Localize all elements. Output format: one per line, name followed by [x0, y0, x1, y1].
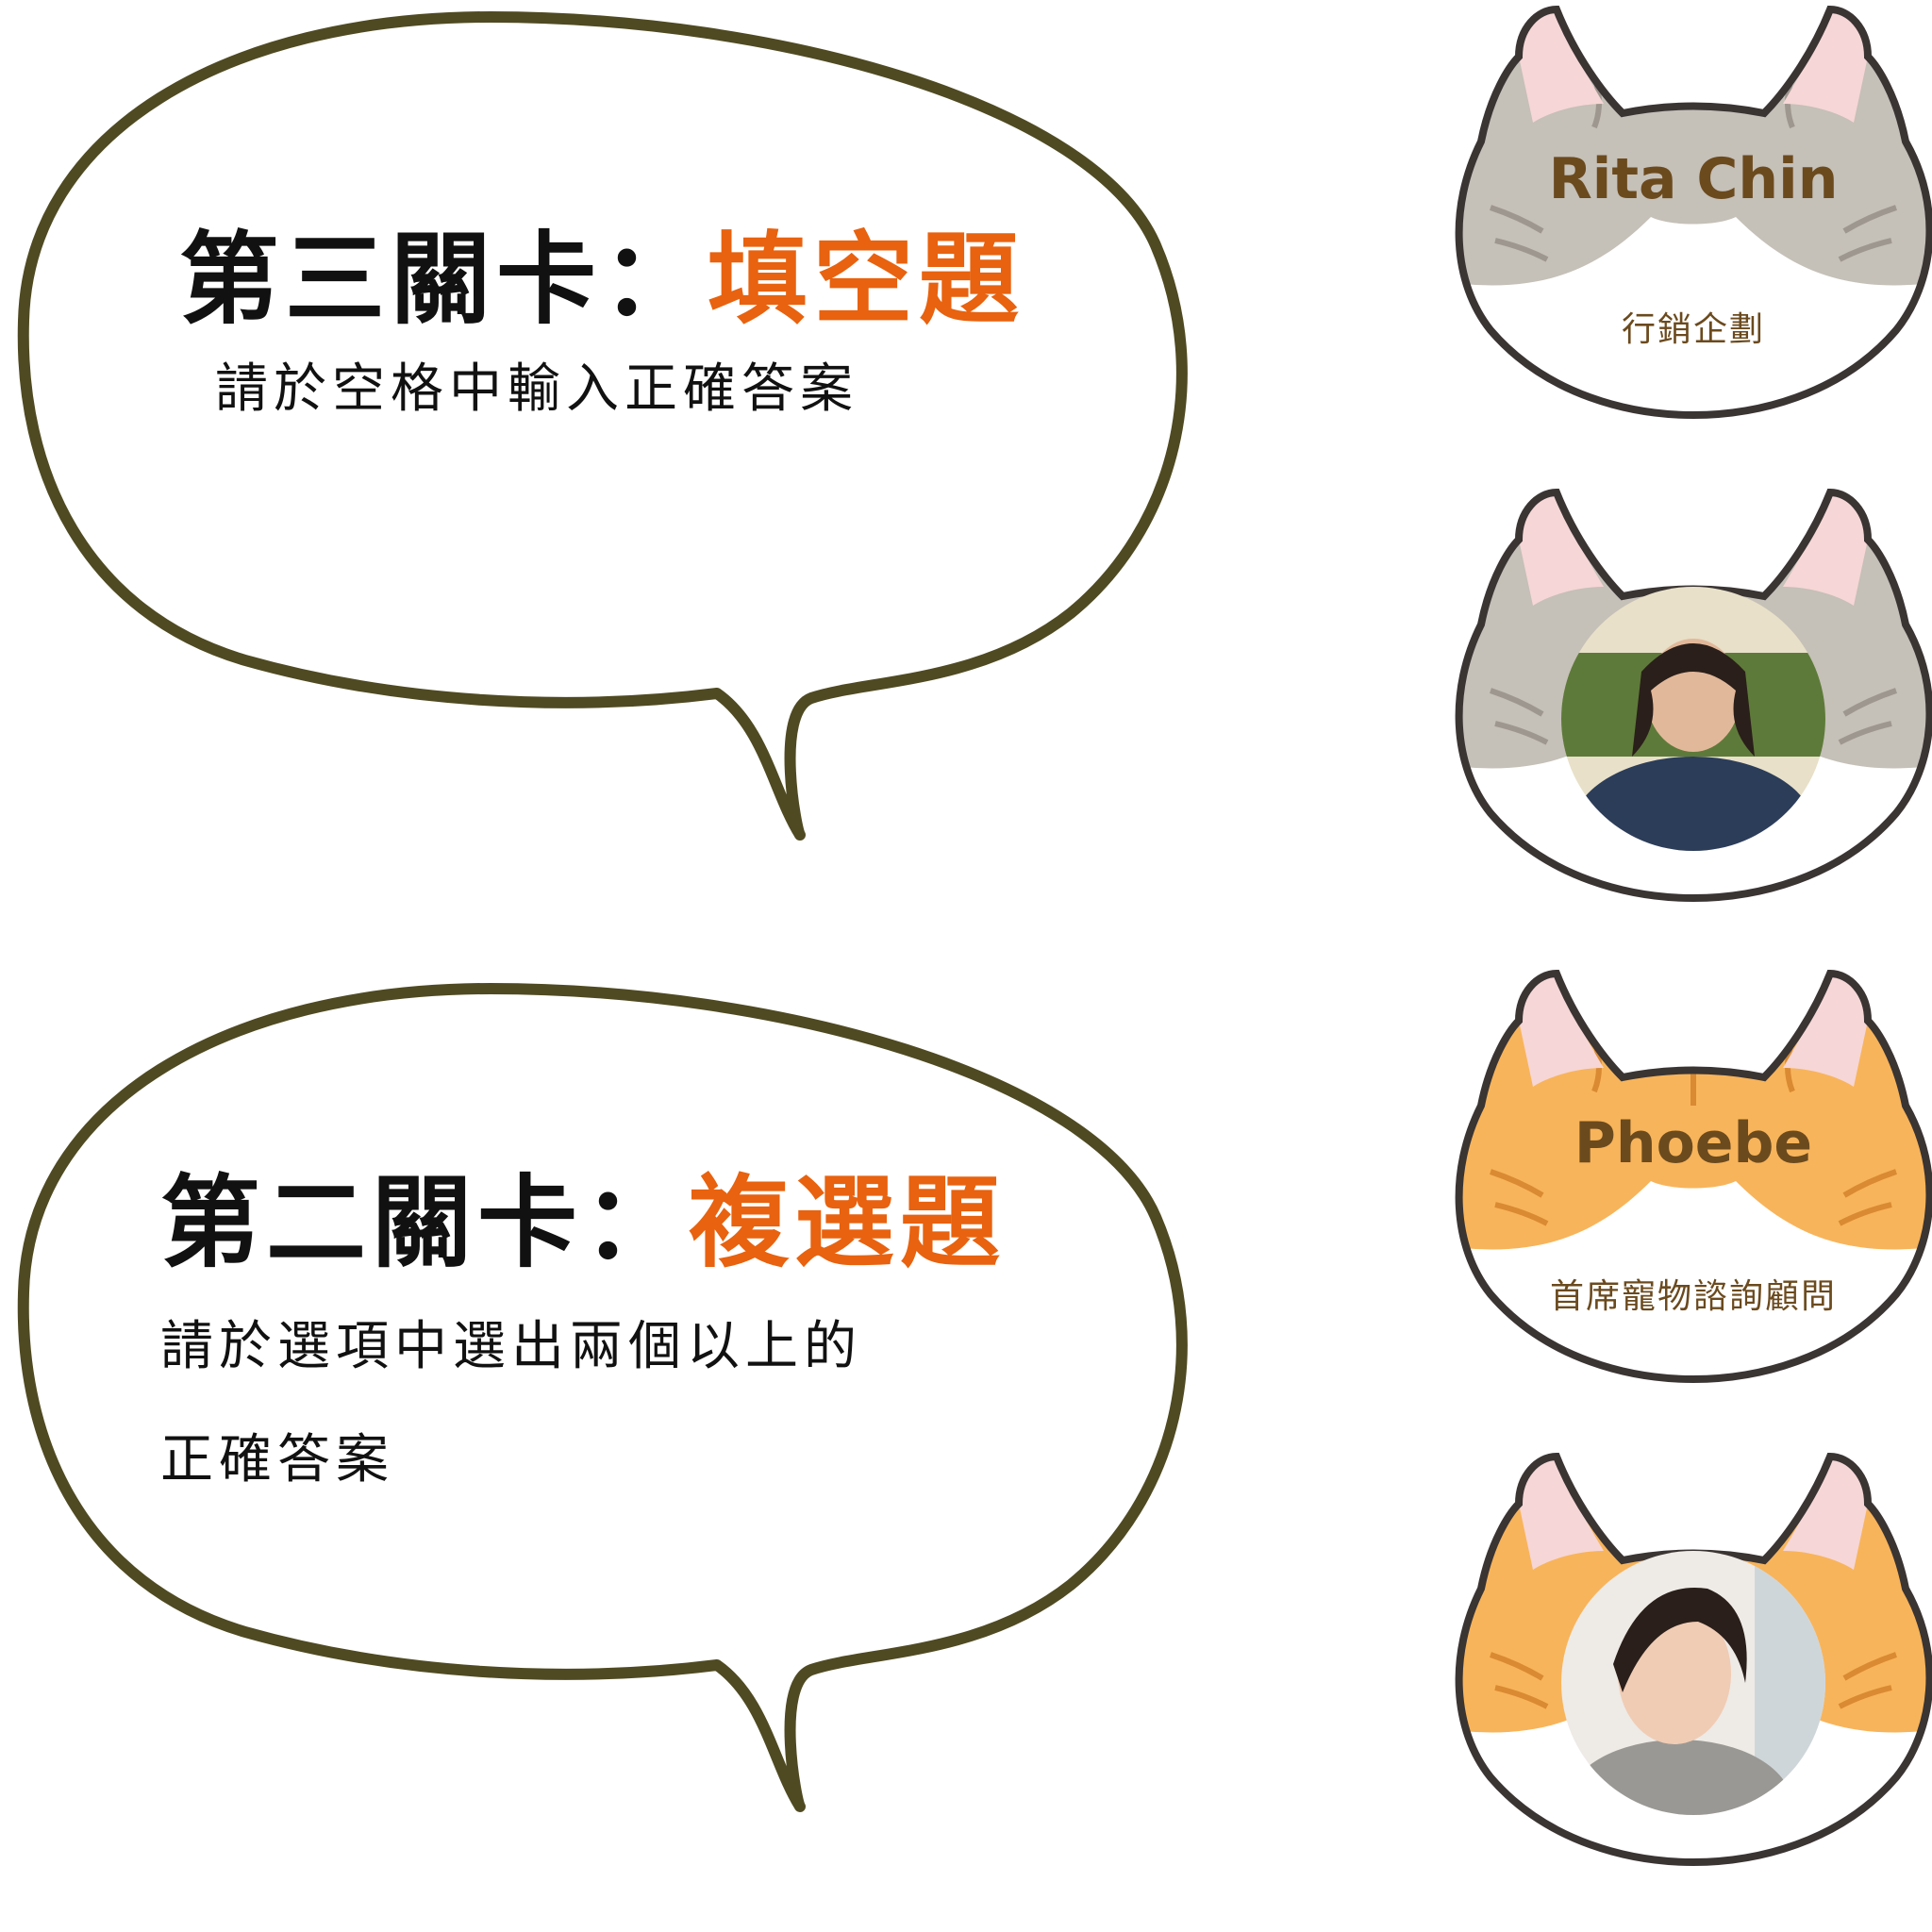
cat-card-phoebe: Phoebe 首席寵物諮詢顧問 — [1453, 964, 1932, 1389]
speech-bubble-2 — [17, 983, 1188, 1812]
card-role: 首席寵物諮詢顧問 — [1549, 1277, 1837, 1316]
card-name: Phoebe — [1574, 1110, 1813, 1176]
gray-cat-head-icon — [1455, 5, 1932, 420]
speech-bubble-1 — [17, 11, 1188, 841]
bubble-1-title: 第三關卡：填空題 — [179, 198, 1024, 343]
bubble-2-title-prefix: 第二關卡： — [160, 1165, 689, 1281]
cat-card-rita: Rita Chin 行銷企劃 — [1453, 0, 1932, 425]
avatar-photo — [1561, 587, 1825, 851]
card-role: 行銷企劃 — [1621, 310, 1765, 349]
orange-cat-head-icon — [1455, 1452, 1932, 1867]
bubble-2-title: 第二關卡：複選題 — [160, 1141, 1006, 1287]
cat-card-photo-1 — [1453, 483, 1932, 908]
bubble-1-title-prefix: 第三關卡： — [179, 222, 708, 338]
avatar-photo — [1561, 1551, 1825, 1815]
bubble-2-instruction-line-1: 請於選項中選出兩個以上的 — [160, 1316, 862, 1377]
bubble-2-title-accent: 複選題 — [689, 1165, 1006, 1281]
orange-cat-head-icon — [1455, 969, 1932, 1384]
gray-cat-head-icon — [1455, 488, 1932, 903]
cat-card-photo-2 — [1453, 1447, 1932, 1872]
card-name: Rita Chin — [1548, 146, 1839, 212]
bubble-1-title-accent: 填空題 — [708, 222, 1024, 338]
bubble-2-instruction-line-2: 正確答案 — [160, 1429, 394, 1491]
bubble-1-instruction: 請於空格中輸入正確答案 — [215, 358, 858, 420]
